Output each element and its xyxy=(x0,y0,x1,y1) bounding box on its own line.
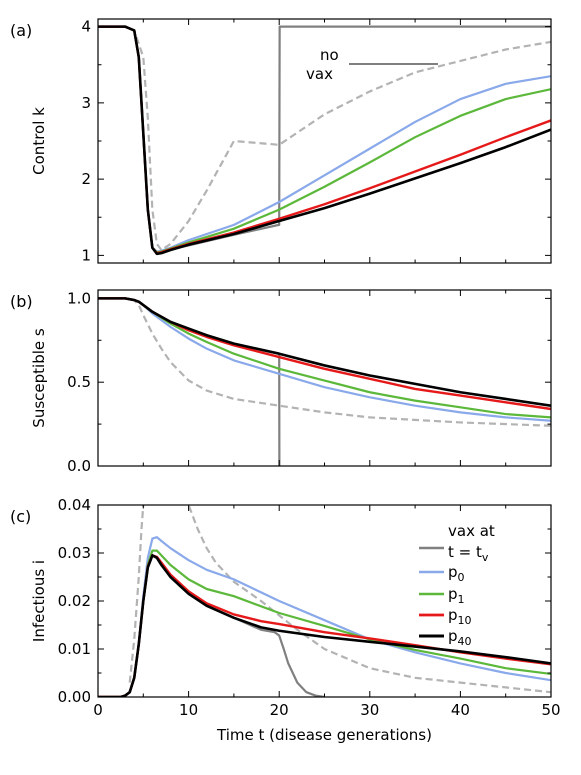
series-line-no-vax xyxy=(187,505,551,694)
series-group xyxy=(98,505,551,697)
series-line-no-vax xyxy=(98,297,551,427)
series-line-p0 xyxy=(98,297,551,422)
series-line-p40 xyxy=(98,297,551,407)
y-tick-label: 1 xyxy=(81,246,91,264)
panel-label: (c) xyxy=(10,507,31,526)
legend-label-vax-2: t = tv xyxy=(448,543,489,564)
panel-b: 0.0 0.5 1.0 (b) Susceptible s xyxy=(10,289,552,475)
series-line-vax xyxy=(98,297,281,466)
series-line-p40 xyxy=(98,554,551,697)
y-tick-label: 0.5 xyxy=(67,373,91,391)
legend-label-p10: p10 xyxy=(448,606,472,627)
y-tick-label: 1.0 xyxy=(67,289,91,307)
legend-label-p1: p1 xyxy=(448,585,465,606)
x-tick-label: 0 xyxy=(93,701,103,719)
y-tick-label: 0.04 xyxy=(58,496,91,514)
panel-c: 0.00 0.01 0.02 0.03 0.04 0 10 20 30 40 50 (c) Infect… xyxy=(10,496,561,744)
legend-label-p40: p40 xyxy=(448,627,472,648)
y-tick-label: 0.01 xyxy=(58,640,91,658)
panel-label: (b) xyxy=(10,292,33,311)
series-line-no-vax xyxy=(128,505,145,683)
panel-label: (a) xyxy=(10,21,32,40)
y-tick-label: 0.02 xyxy=(58,592,91,610)
legend-label-vax: vax at xyxy=(448,522,495,540)
y-axis-label: Infectious i xyxy=(30,560,48,642)
axes-frame xyxy=(97,289,552,467)
y-axis-label: Susceptible s xyxy=(30,328,48,428)
x-axis-label: Time t (disease generations) xyxy=(216,726,432,744)
x-tick-label: 50 xyxy=(541,701,560,719)
y-tick-label: 2 xyxy=(81,170,91,188)
y-tick-label: 0.03 xyxy=(58,544,91,562)
y-tick-label: 4 xyxy=(81,18,91,36)
x-tick-label: 40 xyxy=(451,701,470,719)
series-line-p40 xyxy=(98,25,551,256)
annotation-no: no xyxy=(320,46,339,64)
series-group xyxy=(98,297,551,466)
x-tick-label: 30 xyxy=(360,701,379,719)
series-line-no-vax xyxy=(98,25,551,252)
annotation-vax: vax xyxy=(306,65,333,83)
x-tick-label: 20 xyxy=(270,701,289,719)
legend-label-p0: p0 xyxy=(448,563,465,584)
y-axis-label: Control k xyxy=(30,107,48,175)
x-tick-label: 10 xyxy=(179,701,198,719)
y-tick-label: 3 xyxy=(81,94,91,112)
y-tick-label: 0.00 xyxy=(58,688,91,706)
y-tick-label: 0.0 xyxy=(67,457,91,475)
series-group xyxy=(98,25,551,256)
